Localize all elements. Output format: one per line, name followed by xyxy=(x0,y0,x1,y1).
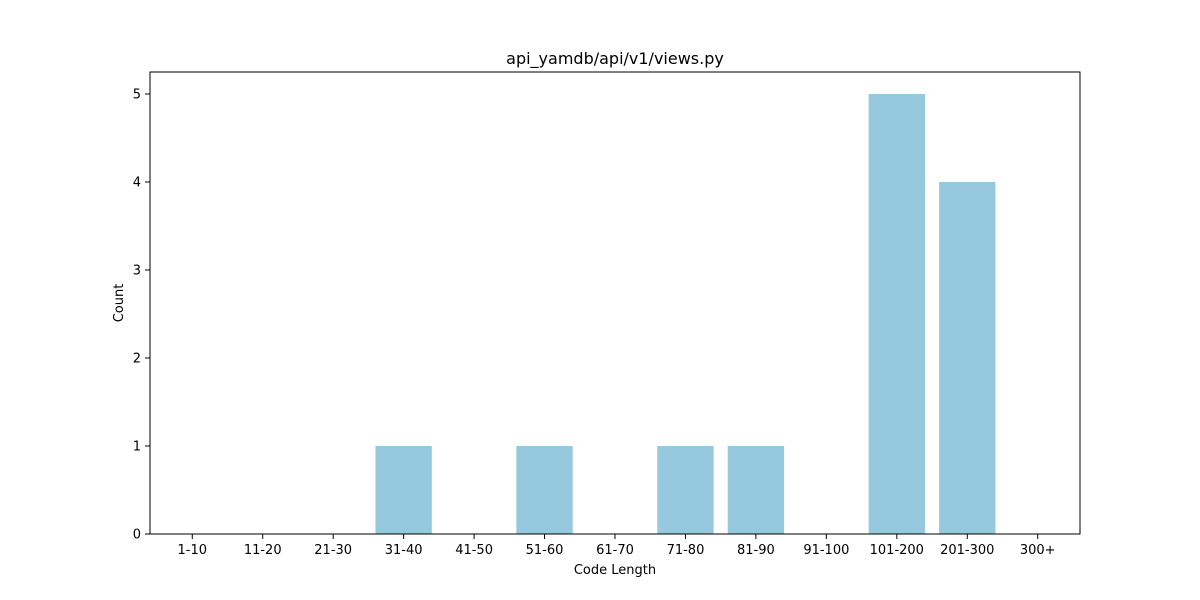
x-axis-label: Code Length xyxy=(574,563,656,578)
x-tick-label: 81-90 xyxy=(737,543,775,558)
x-tick-label: 31-40 xyxy=(385,543,423,558)
y-tick-label: 2 xyxy=(133,352,141,367)
bar-51-60 xyxy=(516,446,573,534)
bar-31-40 xyxy=(375,446,432,534)
chart-title: api_yamdb/api/v1/views.py xyxy=(506,49,724,69)
plot-frame xyxy=(149,71,1081,535)
bar-101-200 xyxy=(868,94,925,534)
y-axis-label: Count xyxy=(112,284,127,323)
x-tick-label: 41-50 xyxy=(455,543,493,558)
x-tick-label: 1-10 xyxy=(178,543,208,558)
y-tick-label: 1 xyxy=(133,440,141,455)
y-tick-label: 0 xyxy=(133,528,141,543)
x-tick-label: 71-80 xyxy=(667,543,705,558)
y-tick-label: 3 xyxy=(133,264,141,279)
x-axis-ticks: 1-10 11-20 21-30 31-40 41-50 51-60 61-70 71-80 8… xyxy=(178,534,1056,558)
bars-group xyxy=(375,94,996,534)
bar-81-90 xyxy=(727,446,785,534)
x-tick-label: 201-300 xyxy=(940,543,994,558)
x-tick-label: 300+ xyxy=(1020,543,1056,558)
y-axis-ticks: 0 1 2 3 4 5 xyxy=(133,88,150,543)
y-tick-label: 4 xyxy=(133,176,141,191)
x-tick-label: 91-100 xyxy=(803,543,849,558)
bar-71-80 xyxy=(657,446,714,534)
x-tick-label: 51-60 xyxy=(526,543,564,558)
bar-201-300 xyxy=(939,182,996,534)
y-tick-label: 5 xyxy=(133,88,141,103)
x-tick-label: 101-200 xyxy=(870,543,924,558)
x-tick-label: 21-30 xyxy=(314,543,352,558)
x-tick-label: 11-20 xyxy=(244,543,282,558)
x-tick-label: 61-70 xyxy=(596,543,634,558)
